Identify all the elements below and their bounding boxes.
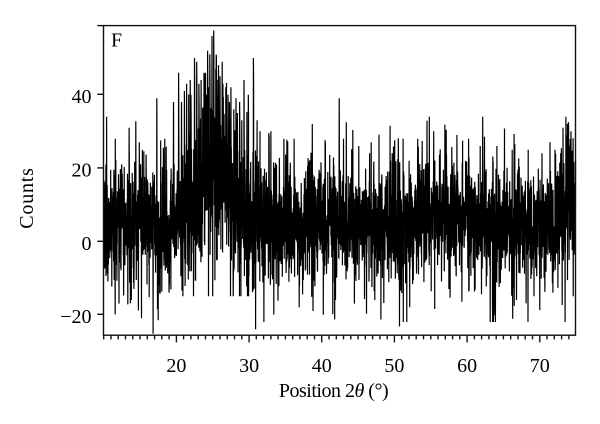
svg-text:−20: −20 <box>60 306 91 328</box>
svg-text:F: F <box>111 30 122 52</box>
svg-text:20: 20 <box>166 355 186 377</box>
svg-text:50: 50 <box>384 355 404 377</box>
svg-text:30: 30 <box>239 355 259 377</box>
svg-text:40: 40 <box>312 355 332 377</box>
svg-text:60: 60 <box>457 355 477 377</box>
svg-text:20: 20 <box>72 159 92 181</box>
svg-text:Counts: Counts <box>16 167 38 228</box>
svg-text:Position 2θ (°): Position 2θ (°) <box>279 380 388 402</box>
svg-text:0: 0 <box>82 233 92 255</box>
svg-text:40: 40 <box>72 86 92 108</box>
svg-text:70: 70 <box>530 355 550 377</box>
